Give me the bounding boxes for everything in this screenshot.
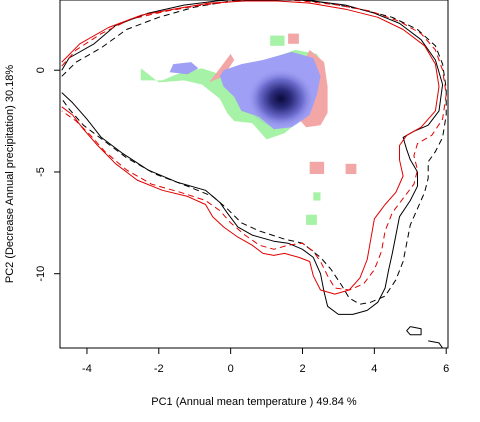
density-core (246, 68, 315, 129)
region-green_only-5 (270, 35, 285, 46)
region-red_only-8 (345, 163, 357, 174)
x-tick-label: 0 (228, 363, 234, 375)
density-peak (246, 68, 315, 129)
x-tick-label: -2 (154, 363, 164, 375)
x-tick-label: 6 (443, 363, 449, 375)
y-axis-title: PC2 (Decrease Annual precipitation) 30.1… (4, 65, 16, 284)
y-tick-label: -10 (35, 266, 47, 282)
contour-contour_black-solid-4 (406, 326, 422, 336)
y-tick-label: -5 (35, 167, 47, 177)
region-red_only-7 (309, 161, 325, 174)
y-tick-label: 0 (35, 67, 47, 73)
x-tick-label: -4 (82, 363, 92, 375)
region-red_only-6 (288, 33, 299, 44)
x-axis: -4 -2 0 2 4 6 (82, 348, 449, 375)
x-axis-title: PC1 (Annual mean temperature ) 49.84 % (151, 396, 357, 408)
region-overlap_blue-4 (169, 62, 199, 75)
y-axis: 0 -5 -10 (35, 67, 60, 282)
region-green_only-10 (306, 214, 317, 225)
x-tick-label: 2 (299, 363, 305, 375)
contour-contour_red-solid-2 (61, 0, 440, 295)
contour-lines (61, 0, 447, 348)
x-tick-label: 4 (371, 363, 377, 375)
contour-contour_red-dashed-3 (61, 0, 447, 291)
region-green_only-9 (313, 192, 321, 201)
contour-contour_black-solid-5 (428, 340, 444, 348)
region-red_only-1 (209, 53, 235, 83)
niche-regions (140, 33, 357, 225)
contour-contour_black-dashed-1 (61, 0, 447, 305)
contour-contour_black-solid-0 (61, 0, 444, 315)
plot-frame (59, 0, 449, 349)
